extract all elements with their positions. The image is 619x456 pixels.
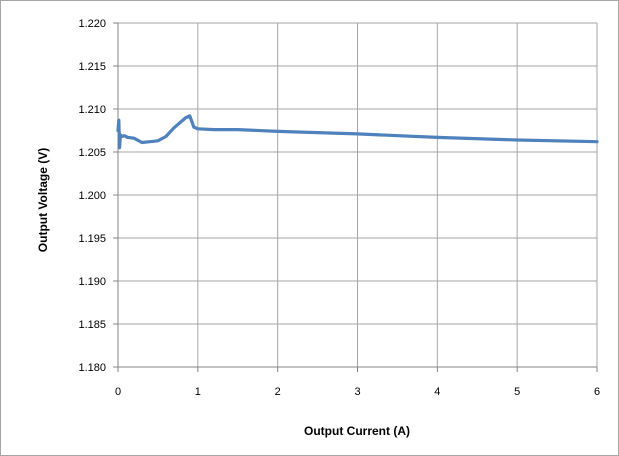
y-tick-label: 1.185 bbox=[78, 319, 106, 331]
x-tick-label: 4 bbox=[434, 386, 440, 398]
x-tick-label: 6 bbox=[594, 386, 600, 398]
y-tick-label: 1.200 bbox=[78, 190, 106, 202]
series-layer bbox=[116, 114, 599, 150]
x-tick-label: 5 bbox=[514, 386, 520, 398]
x-tick-label: 1 bbox=[195, 386, 201, 398]
y-tick-label: 1.195 bbox=[78, 233, 106, 245]
x-axis-title: Output Current (A) bbox=[304, 424, 410, 438]
y-tick-label: 1.190 bbox=[78, 276, 106, 288]
y-tick-label: 1.220 bbox=[78, 18, 106, 30]
axis-layer bbox=[113, 22, 598, 372]
y-tick-label: 1.205 bbox=[78, 147, 106, 159]
y-axis-title: Output Voltage (V) bbox=[36, 148, 50, 252]
x-tick-label: 0 bbox=[115, 386, 121, 398]
series-line-output-voltage bbox=[116, 114, 599, 150]
y-tick-label: 1.210 bbox=[78, 104, 106, 116]
x-tick-label: 2 bbox=[275, 386, 281, 398]
tick-label-layer: 1.180 1.185 1.190 1.195 1.200 1.205 1.210 1.215… bbox=[78, 18, 600, 398]
x-tick-label: 3 bbox=[354, 386, 360, 398]
y-tick-label: 1.215 bbox=[78, 61, 106, 73]
y-tick-label: 1.180 bbox=[78, 362, 106, 374]
